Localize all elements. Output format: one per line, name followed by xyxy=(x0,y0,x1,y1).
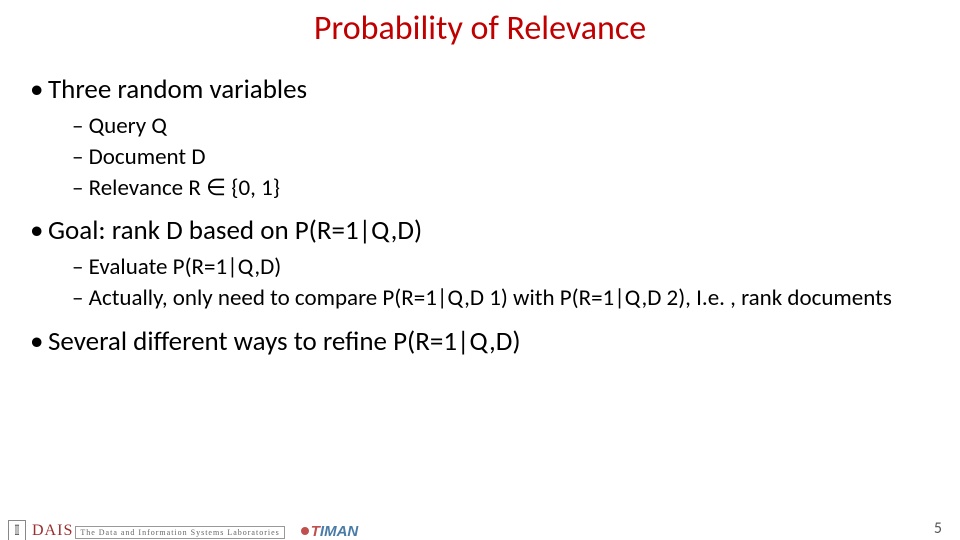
sub-2-1-text: Evaluate P(R=1|Q,D) xyxy=(89,253,282,281)
timan-logo: TIMAN xyxy=(301,523,359,540)
timan-dot-icon xyxy=(301,527,309,535)
sub-1-2-text: Document D xyxy=(89,143,206,171)
bullet-3-text: Several different ways to refine P(R=1|Q… xyxy=(48,325,521,358)
sub-1-2: – Document D xyxy=(72,143,930,172)
sub-1-3: – Relevance R ∈ {0, 1} xyxy=(72,174,930,203)
sub-1-1-text: Query Q xyxy=(89,112,167,140)
dais-box: The Data and Information Systems Laborat… xyxy=(75,526,284,539)
dash-icon: – xyxy=(72,284,89,312)
page-number: 5 xyxy=(934,519,942,538)
dash-icon: – xyxy=(72,174,89,202)
bullet-dot-icon: • xyxy=(30,214,48,247)
bullet-1-subs: – Query Q – Document D – Relevance R ∈ {… xyxy=(72,112,930,202)
illinois-glyph: 𝕀 xyxy=(14,523,20,540)
sub-2-1: – Evaluate P(R=1|Q,D) xyxy=(72,253,930,282)
bullet-3: •Several different ways to refine P(R=1|… xyxy=(30,325,930,358)
bullet-2-text: Goal: rank D based on P(R=1|Q,D) xyxy=(48,214,422,247)
sub-1-3-text: Relevance R ∈ {0, 1} xyxy=(89,174,280,202)
bullet-dot-icon: • xyxy=(30,73,48,106)
sub-1-1: – Query Q xyxy=(72,112,930,141)
bullet-1: •Three random variables xyxy=(30,73,930,106)
bullet-2: •Goal: rank D based on P(R=1|Q,D) xyxy=(30,214,930,247)
bullet-1-text: Three random variables xyxy=(48,73,307,106)
slide-title-text: Probability of Relevance xyxy=(314,8,646,49)
illinois-logo-icon: 𝕀 xyxy=(8,520,26,540)
footer-logos: 𝕀 DAISThe Data and Information Systems L… xyxy=(8,520,358,540)
sub-2-2: – Actually, only need to compare P(R=1|Q… xyxy=(72,284,930,313)
dash-icon: – xyxy=(72,143,89,171)
bullet-2-subs: – Evaluate P(R=1|Q,D) – Actually, only n… xyxy=(72,253,930,313)
dash-icon: – xyxy=(72,253,89,281)
slide-title: Probability of Relevance xyxy=(0,8,960,49)
slide-body: •Three random variables – Query Q – Docu… xyxy=(0,73,960,358)
bullet-dot-icon: • xyxy=(30,325,48,358)
dais-text: DAIS xyxy=(32,522,73,539)
timan-text: TIMAN xyxy=(311,523,359,540)
dais-logo: DAISThe Data and Information Systems Lab… xyxy=(32,522,285,540)
sub-2-2-text: Actually, only need to compare P(R=1|Q,D… xyxy=(89,284,892,312)
dash-icon: – xyxy=(72,112,89,140)
